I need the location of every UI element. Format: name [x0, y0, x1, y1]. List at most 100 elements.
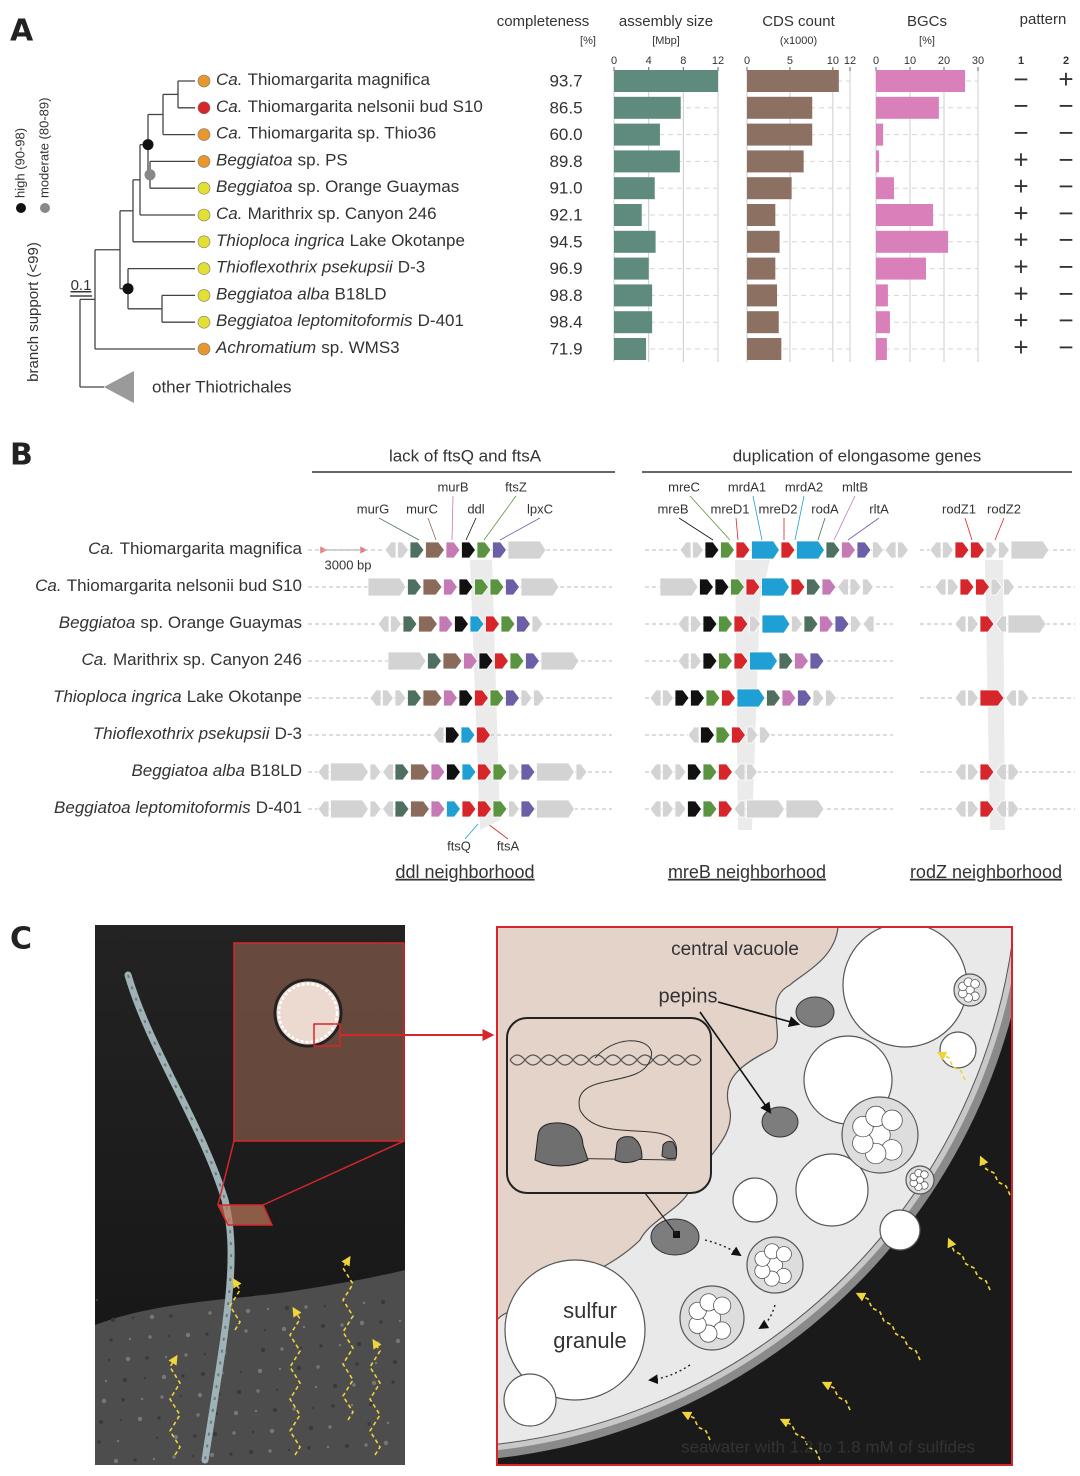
bar: [876, 177, 895, 200]
sulfide-arrow: [369, 1338, 382, 1456]
gene-arrow: [1003, 578, 1015, 596]
label: pepins: [659, 985, 718, 1007]
name-part: Thiomargarita nelsonii bud S10: [67, 576, 302, 595]
gene-arrow: [317, 800, 330, 818]
gene-arrow: [746, 763, 758, 781]
gene-arrow: [702, 763, 718, 781]
line: [262, 1140, 405, 1206]
gene-arrow: [674, 763, 687, 781]
taxon-name: Achromatium sp. WMS3: [215, 338, 400, 357]
bar: [747, 177, 792, 200]
gene-arrow: [702, 652, 718, 670]
gene-arrow: [975, 578, 990, 596]
diagram-border: [496, 926, 1013, 1466]
x-tick-label: 5: [787, 55, 793, 67]
sediment-grain: [364, 1443, 368, 1447]
sediment-grain: [212, 1431, 218, 1437]
bar: [747, 284, 778, 307]
taxon-dot: [197, 235, 211, 249]
gene-arrow: [394, 689, 407, 707]
sediment-grain: [356, 1341, 362, 1347]
gene-arrow: [390, 615, 402, 633]
sulfide-arrow: [229, 1277, 242, 1331]
gene-arrow: [736, 688, 766, 708]
gene-arrow: [536, 799, 575, 819]
pattern-symbol: +: [1013, 198, 1028, 228]
completeness-value: 89.8: [549, 152, 582, 171]
taxon-name: Beggiatoa sp. Orange Guaymas: [216, 178, 459, 197]
sediment-grain: [263, 1328, 267, 1332]
sediment-grain: [386, 1421, 390, 1425]
sediment-grain: [398, 1319, 402, 1323]
vesicle: [970, 979, 980, 989]
sediment-grain: [260, 1347, 266, 1353]
sediment-grain: [383, 1440, 389, 1446]
sediment-grain: [323, 1304, 327, 1308]
taxon-dot: [197, 101, 211, 115]
gene-label: mreD1: [710, 501, 749, 516]
gene-arrow: [745, 578, 761, 596]
chart-title: assembly size: [619, 13, 713, 30]
chart-title: CDS count: [762, 13, 835, 30]
pattern-symbol: −: [1058, 117, 1073, 147]
sediment-grain: [203, 1352, 207, 1356]
sediment-grain: [391, 1380, 395, 1384]
italic-part: Beggiatoa alba: [216, 285, 329, 304]
vesicle: [713, 1296, 732, 1315]
line: [464, 823, 479, 840]
sediment-grain: [266, 1307, 270, 1311]
taxon-name: Ca. Marithrix sp. Canyon 246: [216, 204, 437, 223]
bar: [876, 284, 888, 307]
gene-arrow: [474, 689, 489, 707]
name-part: Lake Okotanpe: [187, 687, 302, 706]
name-part: Marithrix sp. Canyon 246: [113, 650, 302, 669]
gene-arrow: [369, 763, 382, 781]
gene-arrow: [476, 541, 492, 559]
italic-part: Thioflexothrix psekupsii: [216, 258, 394, 277]
outgroup-label: other Thiotrichales: [152, 377, 292, 396]
italic-part: Achromatium: [215, 338, 316, 357]
gene-arrow: [409, 541, 425, 559]
sulfide-arrow: [855, 1292, 921, 1361]
sediment-grain: [161, 1374, 167, 1380]
sediment-grain: [244, 1329, 248, 1333]
sediment-grain: [205, 1332, 209, 1336]
pattern-symbol: −: [1058, 198, 1073, 228]
sediment-grain: [172, 1455, 176, 1459]
gene-label: ddl: [467, 501, 484, 516]
gene-label: mrdA1: [728, 479, 766, 494]
italic-part: Ca.: [216, 70, 242, 89]
vesicle: [881, 1109, 903, 1131]
sediment-grain: [232, 1431, 236, 1435]
gene-arrow: [692, 541, 704, 559]
sediment-grain: [340, 1323, 344, 1327]
line: [487, 823, 509, 840]
sediment-grain: [326, 1445, 330, 1449]
support-legend-dot: [16, 203, 26, 213]
sediment-grain: [292, 1407, 296, 1411]
sediment-grain: [302, 1325, 306, 1329]
taxon-dot: [197, 315, 211, 329]
sediment-grain: [233, 1410, 239, 1416]
sediment-grain: [128, 1337, 132, 1341]
sediment-grain: [131, 1316, 135, 1320]
italic-part: Thioploca ingrica: [216, 231, 345, 250]
taxon-name: Beggiatoa sp. PS: [216, 151, 348, 170]
sediment-grain: [328, 1425, 332, 1429]
x-tick-label: 20: [938, 55, 950, 67]
gene-arrow: [461, 800, 477, 818]
gene-arrow: [525, 652, 540, 670]
gene-arrow: [749, 615, 761, 633]
sediment-grain: [137, 1416, 143, 1422]
completeness-value: 94.5: [549, 232, 582, 251]
gene-arrow: [367, 577, 407, 597]
gene-label: mrdA2: [785, 479, 823, 494]
gene-arrow: [700, 726, 715, 744]
cell-section-rim: [277, 982, 339, 1044]
gene-arrow: [1007, 763, 1020, 781]
completeness-value: 93.7: [549, 71, 582, 90]
pointer: [717, 1001, 801, 1028]
sediment-grain: [257, 1368, 263, 1374]
bar: [614, 150, 680, 173]
gene-arrow: [442, 652, 463, 670]
